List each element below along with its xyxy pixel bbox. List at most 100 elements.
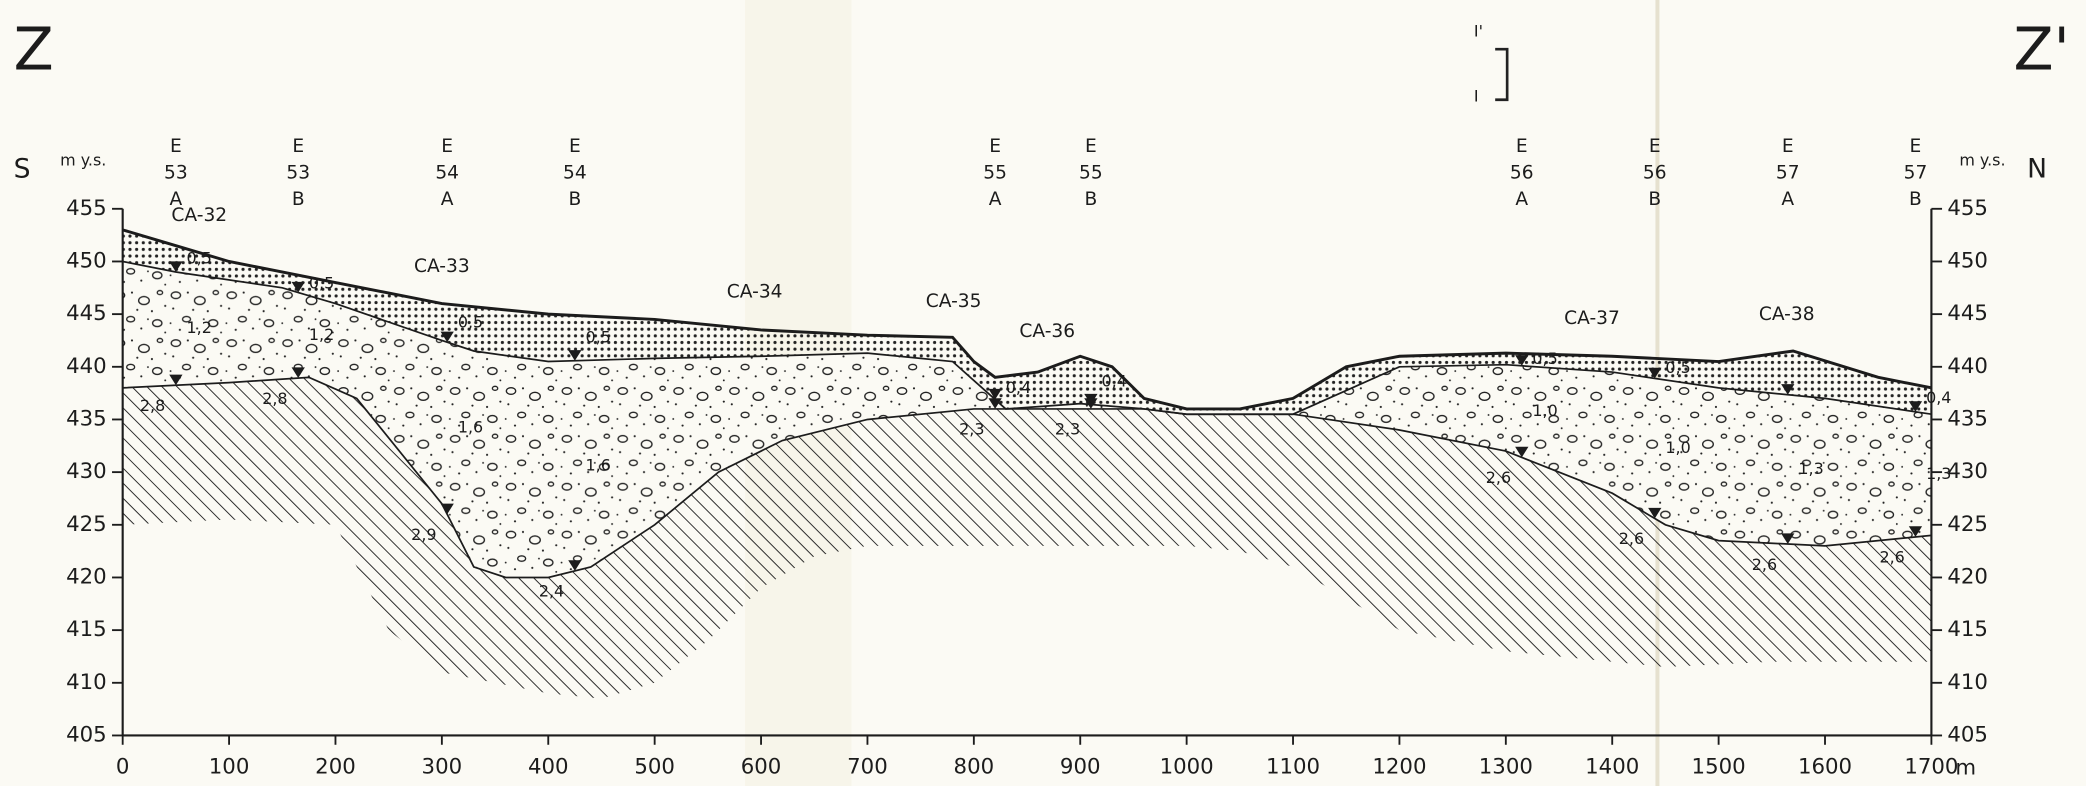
well-number: 54 <box>563 162 587 183</box>
thickness-label: 1,2 <box>187 318 212 337</box>
well-code: E <box>569 136 581 157</box>
x-tick-label: 800 <box>954 754 995 779</box>
thickness-label: 0,4 <box>1006 378 1031 397</box>
y-tick-label: 415 <box>1947 617 1988 642</box>
x-tick-label: 100 <box>209 754 250 779</box>
y-axis-unit: m y.s. <box>60 150 106 169</box>
section-label: CA-33 <box>414 256 470 277</box>
scale-label: I' <box>1474 21 1483 40</box>
well-letter: A <box>441 189 454 210</box>
y-tick-label: 445 <box>1947 301 1988 326</box>
thickness-label: 0,5 <box>1532 349 1557 368</box>
y-tick-label: 420 <box>66 564 107 589</box>
y-tick-label: 455 <box>66 196 107 221</box>
well-number: 53 <box>164 162 188 183</box>
y-tick-label: 410 <box>1947 670 1988 695</box>
section-label: CA-35 <box>926 291 982 312</box>
thickness-label: 2,6 <box>1486 468 1511 487</box>
y-tick-label: 440 <box>1947 354 1988 379</box>
well-letter: A <box>989 189 1002 210</box>
thickness-label: 0,4 <box>1926 388 1951 407</box>
well-number: 57 <box>1904 162 1928 183</box>
y-tick-label: 420 <box>1947 564 1988 589</box>
x-tick-label: 900 <box>1060 754 1101 779</box>
section-label: CA-36 <box>1019 321 1075 342</box>
x-tick-label: 500 <box>634 754 675 779</box>
profile-start-mark: Z <box>14 15 54 83</box>
thickness-label: 1,0 <box>1532 401 1557 420</box>
scale-bracket <box>1495 49 1507 100</box>
well-number: 53 <box>286 162 310 183</box>
y-tick-label: 430 <box>1947 459 1988 484</box>
thickness-label: 0,5 <box>585 328 610 347</box>
y-tick-label: 405 <box>66 722 107 747</box>
well-number: 57 <box>1776 162 1800 183</box>
well-code: E <box>292 136 304 157</box>
x-tick-label: 1100 <box>1266 754 1320 779</box>
well-letter: B <box>568 189 581 210</box>
well-code: E <box>1085 136 1097 157</box>
well-letter: B <box>1909 189 1922 210</box>
well-letter: A <box>1515 189 1528 210</box>
y-tick-label: 435 <box>1947 406 1988 431</box>
thickness-label: 0,5 <box>187 248 212 267</box>
well-code: E <box>1782 136 1794 157</box>
x-tick-label: 1700 <box>1904 754 1958 779</box>
y-tick-label: 425 <box>66 512 107 537</box>
y-tick-label: 405 <box>1947 722 1988 747</box>
well-letter: A <box>170 189 183 210</box>
y-tick-label: 425 <box>1947 512 1988 537</box>
well-code: E <box>1910 136 1922 157</box>
y-tick-label: 415 <box>66 617 107 642</box>
y-tick-label: 410 <box>66 670 107 695</box>
x-tick-label: 1000 <box>1160 754 1214 779</box>
y-axis-unit: m y.s. <box>1959 150 2005 169</box>
well-code: E <box>170 136 182 157</box>
profile-end-mark: Z' <box>2014 15 2070 83</box>
well-code: E <box>1516 136 1528 157</box>
thickness-label: 1,0 <box>1665 438 1690 457</box>
well-code: E <box>989 136 1001 157</box>
well-letter: A <box>1781 189 1794 210</box>
x-tick-label: 1300 <box>1479 754 1533 779</box>
well-number: 55 <box>1079 162 1103 183</box>
thickness-label: 0,4 <box>1102 372 1127 391</box>
x-tick-label: 1200 <box>1372 754 1426 779</box>
thickness-label: 1,6 <box>585 455 610 474</box>
thickness-label: 1,3 <box>1926 464 1951 483</box>
chart: Z Z' S N m y.s. m y.s. I' I 405405410410… <box>0 0 2086 786</box>
x-tick-label: 400 <box>528 754 569 779</box>
thickness-label: 2,6 <box>1619 529 1644 548</box>
well-number: 54 <box>435 162 459 183</box>
thickness-label: 0,5 <box>309 273 334 292</box>
thickness-label: 0,5 <box>1665 358 1690 377</box>
well-number: 55 <box>983 162 1007 183</box>
well-code: E <box>441 136 453 157</box>
thickness-label: 2,9 <box>411 525 436 544</box>
thickness-label: 1,6 <box>458 418 483 437</box>
x-tick-label: 600 <box>741 754 782 779</box>
thickness-label: 2,8 <box>140 396 165 415</box>
well-letter: B <box>1648 189 1661 210</box>
x-tick-label: 200 <box>315 754 356 779</box>
y-tick-label: 455 <box>1947 196 1988 221</box>
thickness-label: 2,6 <box>1879 548 1904 567</box>
y-tick-label: 450 <box>1947 248 1988 273</box>
x-tick-label: 1600 <box>1798 754 1852 779</box>
direction-left: S <box>14 154 31 185</box>
section-label: CA-37 <box>1564 308 1620 329</box>
y-tick-label: 440 <box>66 354 107 379</box>
x-tick-label: 0 <box>116 754 130 779</box>
x-tick-label: 1500 <box>1692 754 1746 779</box>
scale-label: I <box>1474 87 1479 106</box>
thickness-label: 2,3 <box>1055 420 1080 439</box>
section-label: CA-34 <box>727 282 783 303</box>
well-code: E <box>1649 136 1661 157</box>
y-tick-label: 430 <box>66 459 107 484</box>
thickness-label: 2,8 <box>262 389 287 408</box>
well-letter: B <box>292 189 305 210</box>
thickness-label: 1,2 <box>309 325 334 344</box>
well-letter: B <box>1084 189 1097 210</box>
thickness-label: 2,3 <box>959 420 984 439</box>
y-tick-label: 450 <box>66 248 107 273</box>
